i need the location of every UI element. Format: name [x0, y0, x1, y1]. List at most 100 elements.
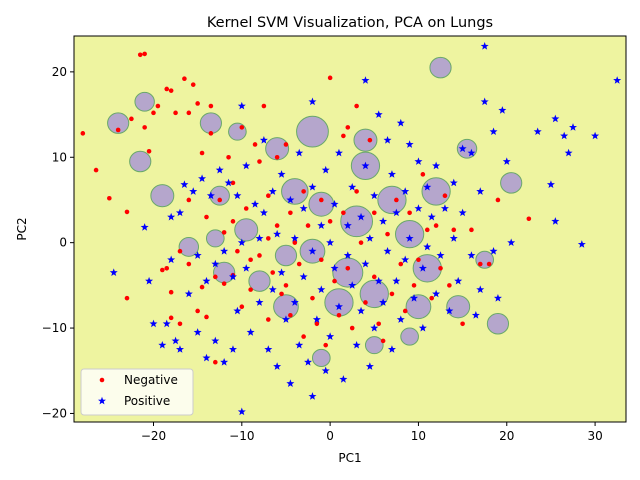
negative-point [199, 284, 205, 290]
positive-point [348, 182, 357, 191]
positive-region-blob [500, 172, 523, 194]
negative-point [389, 291, 395, 297]
negative-point [168, 289, 174, 295]
positive-point [564, 148, 573, 157]
negative-point [301, 189, 306, 194]
positive-point [449, 234, 458, 242]
x-tick-label: −20 [141, 429, 166, 443]
negative-point [182, 76, 187, 81]
negative-point [354, 189, 359, 194]
x-tick-label: −10 [229, 429, 254, 443]
positive-point [140, 223, 149, 231]
x-tick-label: 30 [587, 429, 602, 443]
positive-point [259, 208, 268, 217]
negative-point [279, 291, 284, 297]
positive-point [242, 161, 251, 170]
negative-point [243, 206, 249, 211]
positive-point [379, 217, 388, 225]
positive-point [251, 200, 260, 208]
negative-point [213, 274, 218, 280]
legend-dot-negative [99, 377, 105, 383]
positive-point [317, 221, 326, 229]
positive-point [423, 242, 432, 251]
negative-point [314, 321, 320, 327]
negative-point [221, 281, 227, 286]
negative-point [164, 265, 170, 271]
positive-point [330, 200, 339, 208]
negative-point [208, 131, 214, 136]
negative-point [495, 197, 501, 203]
legend: Negative Positive [80, 368, 194, 416]
negative-point [411, 283, 417, 288]
y-tick-label: −10 [42, 321, 67, 335]
positive-point [489, 247, 498, 255]
positive-point [379, 298, 388, 306]
positive-point [370, 323, 379, 332]
negative-point [363, 300, 368, 305]
positive-point [569, 123, 577, 131]
positive-point [281, 315, 290, 323]
positive-point [237, 238, 246, 247]
negative-point [239, 304, 245, 310]
negative-point [371, 210, 377, 216]
negative-point [199, 150, 205, 156]
positive-point [233, 306, 242, 315]
x-axis-label: PC1 [338, 451, 361, 465]
positive-point [471, 311, 480, 319]
positive-point [396, 118, 405, 127]
positive-point [374, 110, 383, 118]
negative-point [380, 338, 386, 344]
positive-region-blob [178, 237, 200, 257]
positive-point [476, 285, 485, 294]
positive-point [273, 229, 282, 238]
positive-point [277, 268, 286, 276]
positive-point [299, 272, 308, 281]
negative-point [195, 308, 200, 314]
positive-point [259, 135, 268, 144]
positive-point [162, 319, 171, 328]
negative-point [420, 172, 426, 177]
negative-point [217, 197, 223, 203]
positive-point [533, 127, 542, 136]
positive-point [295, 340, 304, 349]
positive-point [613, 76, 622, 84]
legend-label-positive: Positive [124, 394, 170, 408]
positive-region-blob [150, 184, 175, 208]
y-axis-label: PC2 [15, 217, 29, 240]
negative-point [349, 325, 355, 331]
positive-point [436, 251, 445, 259]
positive-region-blob [281, 178, 309, 205]
positive-point [357, 212, 366, 221]
positive-point [445, 306, 454, 315]
positive-point [418, 264, 427, 272]
plot-area [73, 35, 627, 423]
negative-point [336, 312, 342, 318]
negative-point [477, 261, 483, 267]
legend-marker-positive [98, 396, 106, 405]
positive-point [361, 259, 370, 268]
negative-point [168, 88, 174, 93]
negative-point [469, 227, 474, 233]
positive-point [290, 298, 299, 306]
negative-point [376, 321, 382, 327]
negative-point [438, 265, 443, 271]
negative-point [137, 52, 143, 58]
negative-point [442, 193, 448, 198]
positive-region-blob [332, 257, 364, 288]
positive-point [308, 182, 317, 191]
positive-point [502, 157, 511, 165]
positive-point [352, 340, 361, 349]
negative-point [257, 253, 262, 258]
negative-point [93, 167, 99, 173]
positive-region-blob [134, 91, 155, 112]
negative-point [318, 197, 324, 203]
y-tick-label: 10 [52, 150, 67, 164]
negative-point [398, 261, 404, 267]
positive-point [167, 255, 176, 264]
positive-point [432, 161, 441, 170]
positive-point [211, 259, 220, 268]
positive-point [312, 315, 321, 323]
positive-point [418, 323, 427, 332]
positive-region-blob [265, 137, 290, 161]
negative-point [283, 142, 289, 147]
